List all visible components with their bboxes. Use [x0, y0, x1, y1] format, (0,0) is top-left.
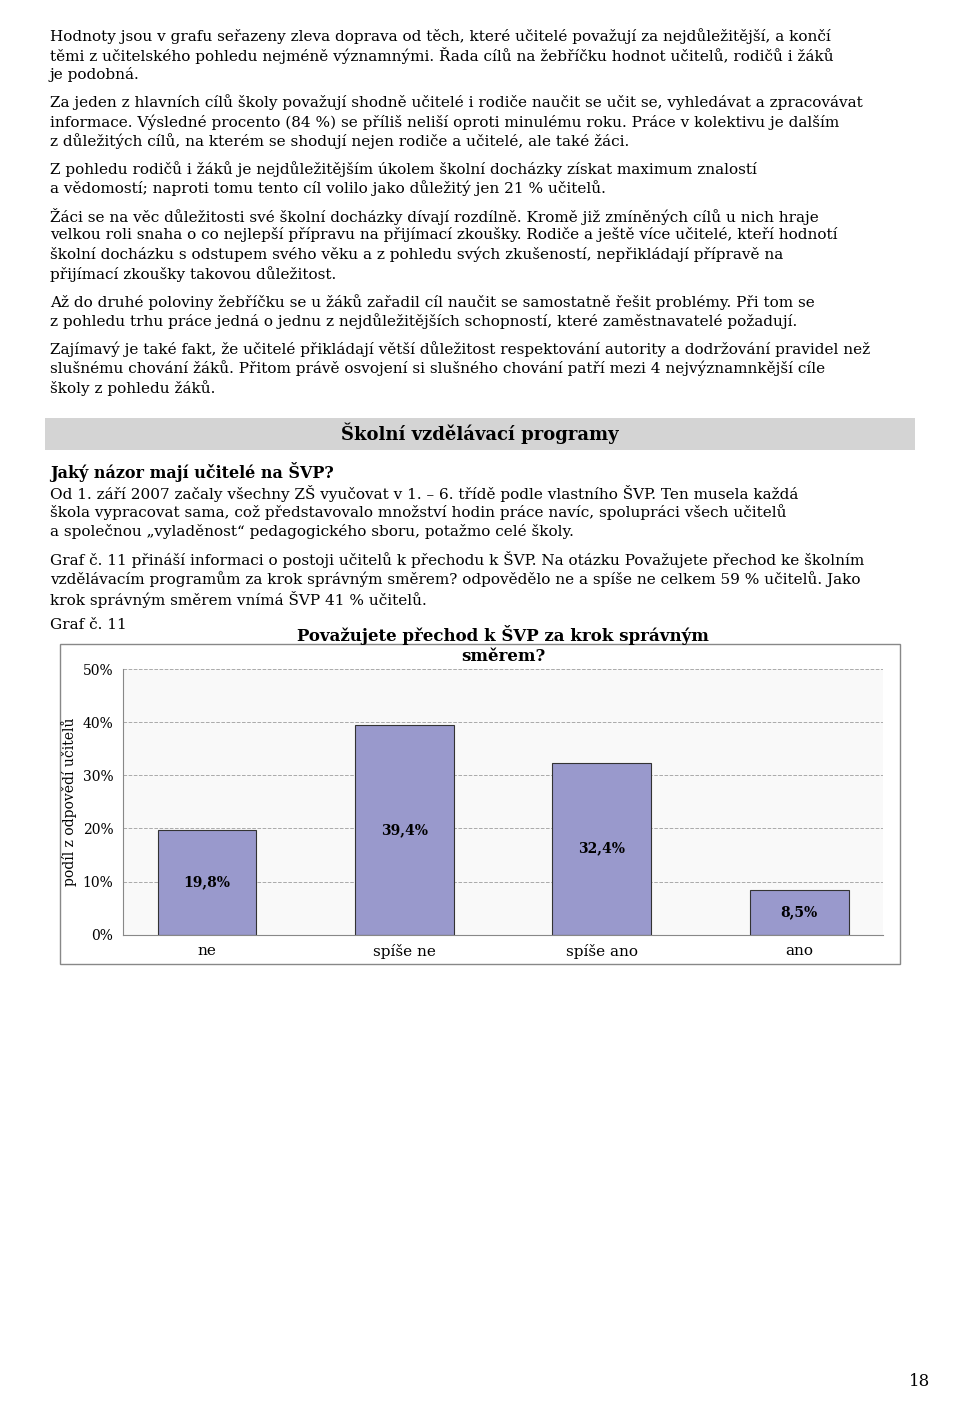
Text: Za jeden z hlavních cílů školy považují shodně učitelé i rodiče naučit se učit s: Za jeden z hlavních cílů školy považují …: [50, 95, 863, 110]
Text: z pohledu trhu práce jedná o jednu z nejdůležitějších schopností, které zaměstna: z pohledu trhu práce jedná o jednu z nej…: [50, 314, 797, 330]
Text: vzdělávacím programům za krok správným směrem? odpovědělo ne a spíše ne celkem 5: vzdělávacím programům za krok správným s…: [50, 572, 860, 587]
Text: 18: 18: [909, 1373, 930, 1390]
Title: Považujete přechod k ŠVP za krok správným
směrem?: Považujete přechod k ŠVP za krok správný…: [298, 625, 709, 665]
Text: Z pohledu rodičů i žáků je nejdůležitějším úkolem školní docházky získat maximum: Z pohledu rodičů i žáků je nejdůležitějš…: [50, 161, 756, 177]
Bar: [552, 763, 651, 935]
Text: Hodnoty jsou v grafu seřazeny zleva doprava od těch, které učitelé považují za n: Hodnoty jsou v grafu seřazeny zleva dopr…: [50, 28, 830, 44]
Text: Školní vzdělávací programy: Školní vzdělávací programy: [341, 423, 619, 444]
Bar: [45, 417, 915, 450]
Text: Až do druhé poloviny žebříčku se u žáků zařadil cíl naučit se samostatně řešit p: Až do druhé poloviny žebříčku se u žáků …: [50, 294, 815, 310]
Text: Od 1. září 2007 začaly všechny ZŠ vyučovat v 1. – 6. třídě podle vlastního ŠVP. : Od 1. září 2007 začaly všechny ZŠ vyučov…: [50, 485, 799, 502]
Text: 32,4%: 32,4%: [578, 842, 625, 856]
Text: krok správným směrem vnímá ŠVP 41 % učitelů.: krok správným směrem vnímá ŠVP 41 % učit…: [50, 590, 427, 607]
Text: je podobná.: je podobná.: [50, 67, 140, 82]
Text: informace. Výsledné procento (84 %) se příliš neliší oproti minulému roku. Práce: informace. Výsledné procento (84 %) se p…: [50, 115, 839, 130]
Text: Žáci se na věc důležitosti své školní docházky dívají rozdílně. Kromě již zmíněn: Žáci se na věc důležitosti své školní do…: [50, 208, 819, 225]
Text: z důležitých cílů, na kterém se shodují nejen rodiče a učitelé, ale také žáci.: z důležitých cílů, na kterém se shodují …: [50, 133, 629, 150]
Bar: [157, 829, 256, 935]
Text: velkou roli snaha o co nejlepší přípravu na přijímací zkoušky. Rodiče a ještě ví: velkou roli snaha o co nejlepší přípravu…: [50, 228, 837, 242]
Text: 39,4%: 39,4%: [381, 824, 428, 838]
Bar: [750, 890, 849, 935]
Text: Zajímavý je také fakt, že učitelé přikládají větší důležitost respektování autor: Zajímavý je také fakt, že učitelé přiklá…: [50, 341, 870, 357]
Text: školy z pohledu žáků.: školy z pohledu žáků.: [50, 381, 215, 396]
Text: 8,5%: 8,5%: [780, 906, 818, 920]
Text: a vědomostí; naproti tomu tento cíl volilo jako důležitý jen 21 % učitelů.: a vědomostí; naproti tomu tento cíl voli…: [50, 181, 606, 197]
Text: přijímací zkoušky takovou důležitost.: přijímací zkoušky takovou důležitost.: [50, 266, 336, 283]
Text: Graf č. 11: Graf č. 11: [50, 618, 127, 633]
Text: a společnou „vyladěnost“ pedagogického sboru, potažmo celé školy.: a společnou „vyladěnost“ pedagogického s…: [50, 524, 574, 539]
Y-axis label: podíl z odpovědí učitelů: podíl z odpovědí učitelů: [61, 717, 77, 886]
Text: Graf č. 11 přináší informaci o postoji učitelů k přechodu k ŠVP. Na otázku Považ: Graf č. 11 přináší informaci o postoji u…: [50, 552, 864, 569]
Text: škola vypracovat sama, což představovalo množství hodin práce navíc, spolupráci : škola vypracovat sama, což představovalo…: [50, 505, 786, 521]
Text: 19,8%: 19,8%: [183, 874, 230, 889]
Text: slušnému chování žáků. Přitom právě osvojení si slušného chování patří mezi 4 ne: slušnému chování žáků. Přitom právě osvo…: [50, 361, 826, 376]
Bar: [60, 644, 900, 964]
Bar: [355, 726, 454, 935]
Text: těmi z učitelského pohledu nejméně významnými. Řada cílů na žebříčku hodnot učit: těmi z učitelského pohledu nejméně význa…: [50, 48, 833, 65]
Text: školní docházku s odstupem svého věku a z pohledu svých zkušeností, nepřikládají: školní docházku s odstupem svého věku a …: [50, 248, 783, 263]
Text: Jaký názor mají učitelé na ŠVP?: Jaký názor mají učitelé na ŠVP?: [50, 461, 334, 481]
